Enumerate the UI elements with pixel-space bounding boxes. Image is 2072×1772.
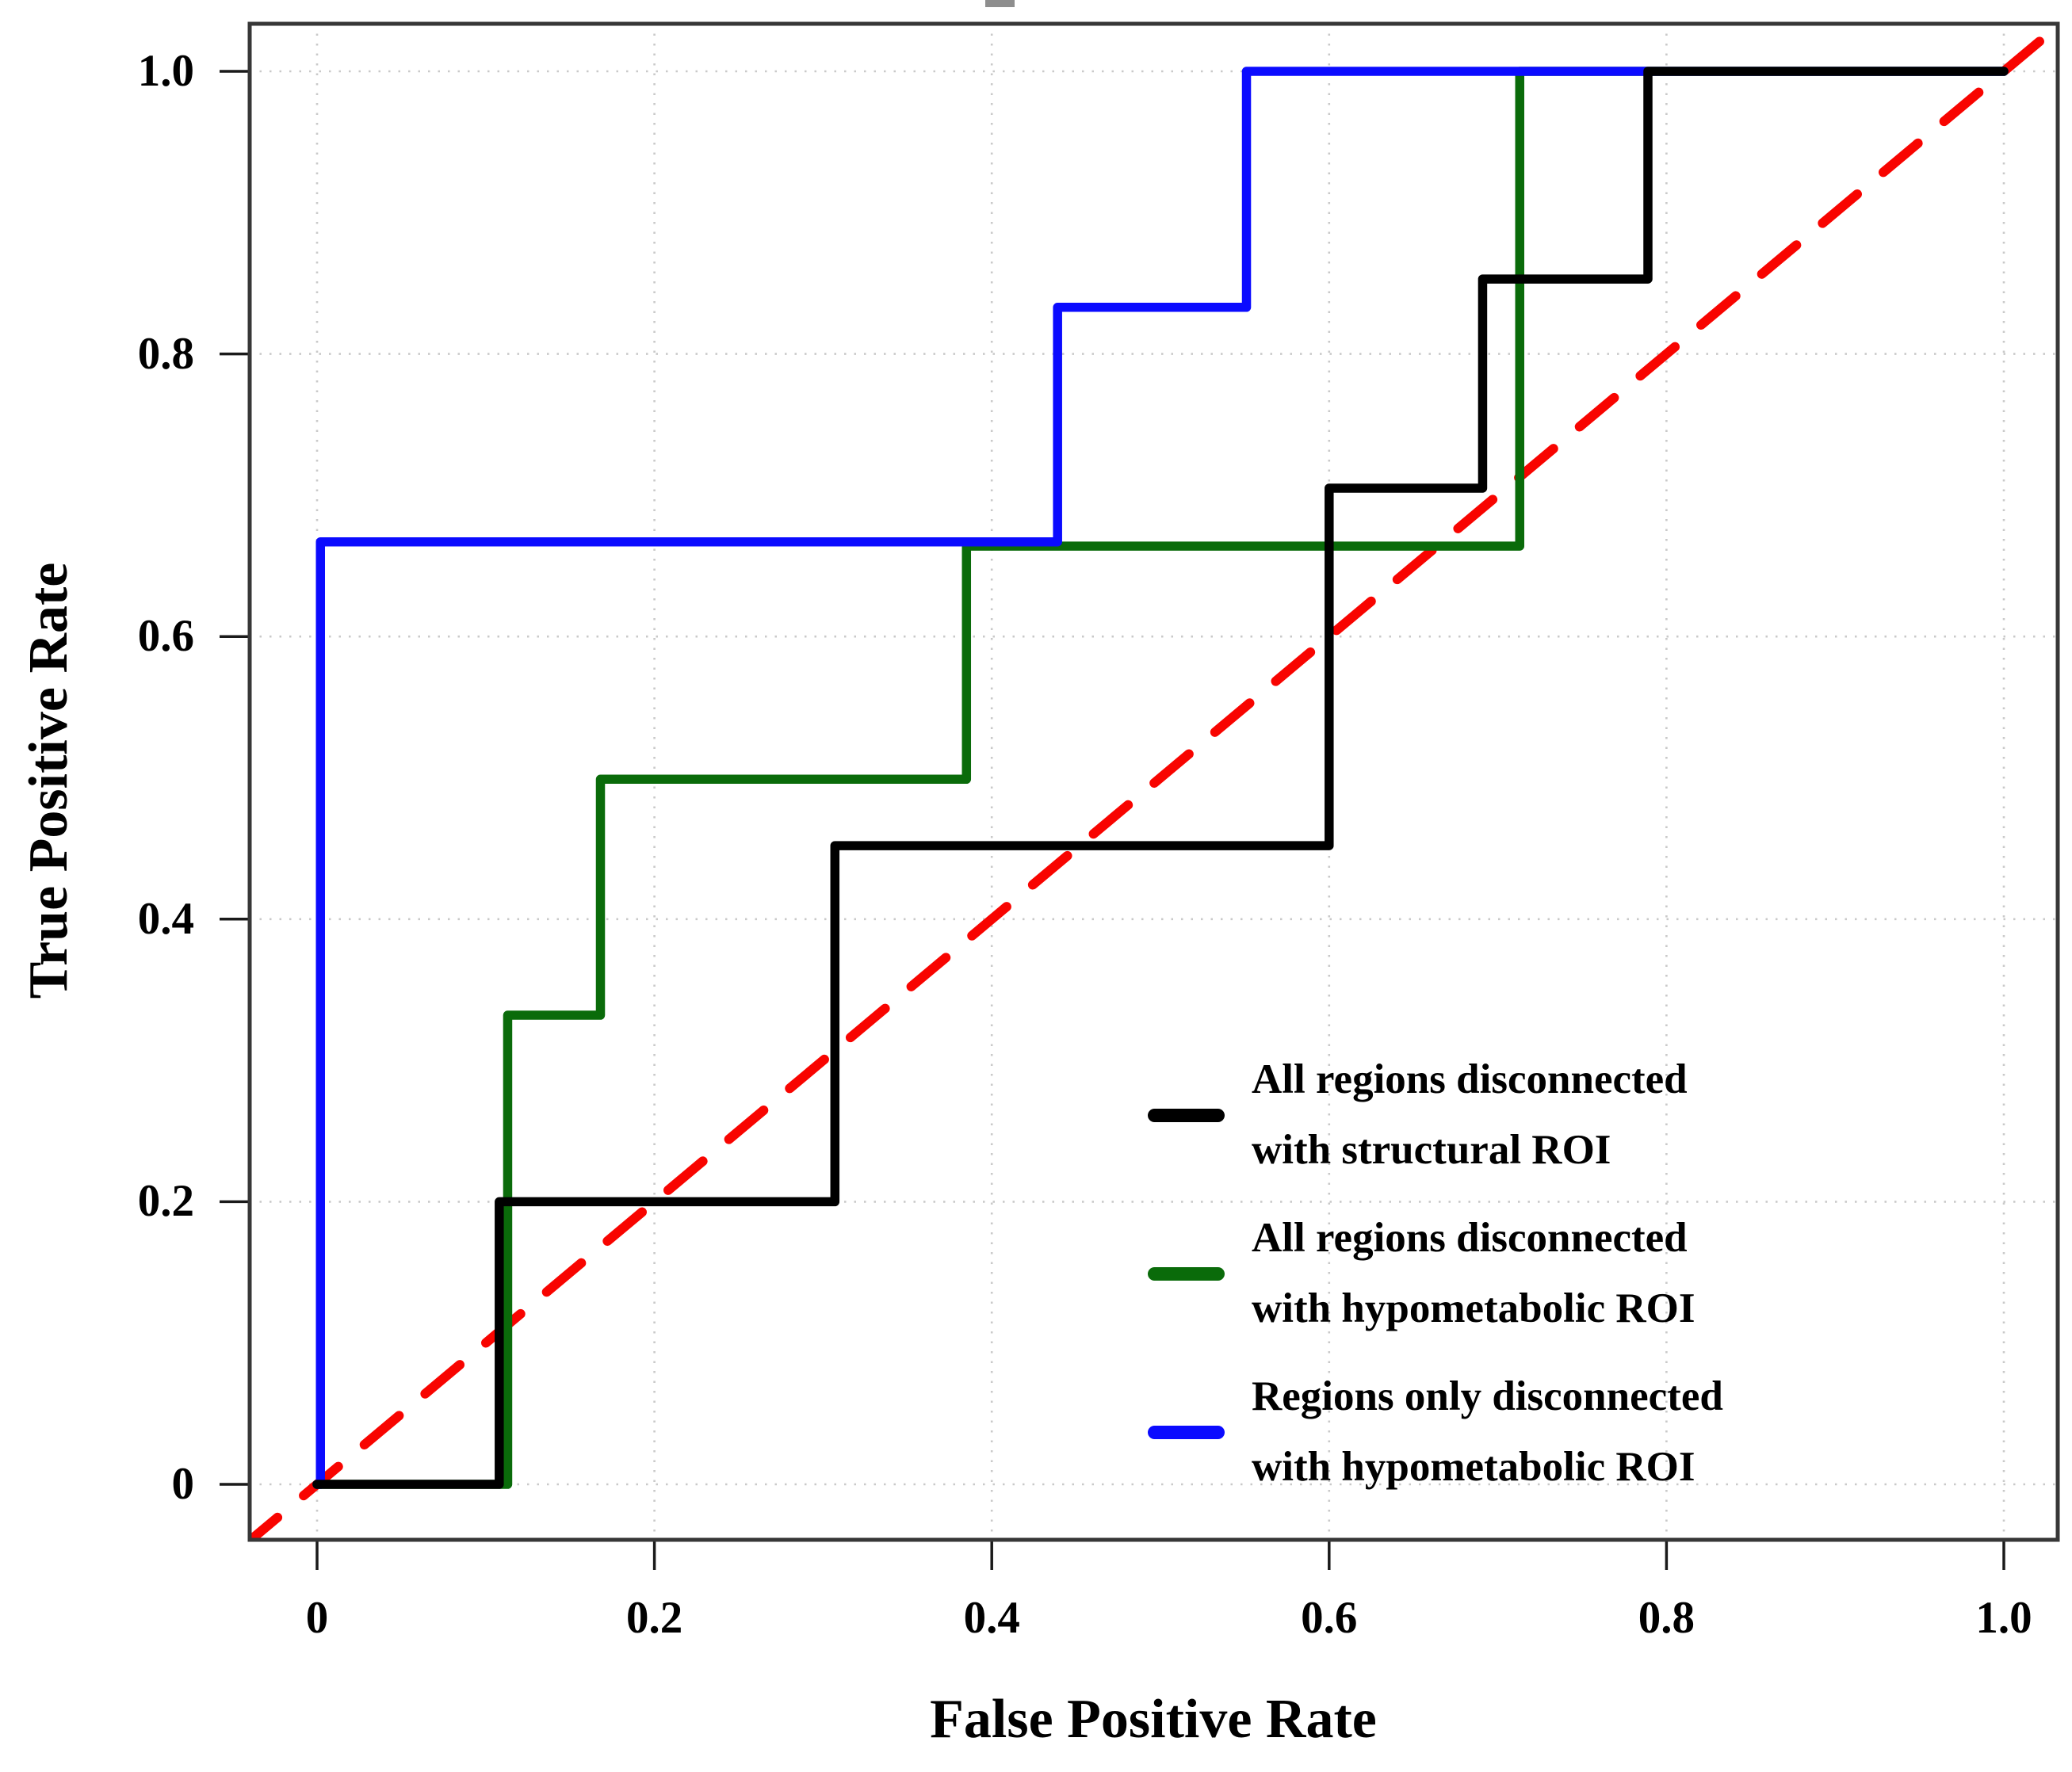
roc-curve [312, 67, 2009, 1489]
legend-entry-label: Regions only disconnected with hypometabo… [1252, 1361, 1723, 1503]
legend-entry-label: All regions disconnected with hypometabol… [1252, 1203, 1695, 1344]
y-tick-label: 0.2 [137, 1176, 194, 1227]
roc-curve [312, 67, 2009, 1489]
legend: All regions disconnected with structural … [1148, 1044, 1723, 1520]
legend-label-line1: All regions disconnected [1252, 1056, 1688, 1102]
x-tick-label: 0.6 [1301, 1593, 1358, 1643]
x-axis-title: False Positive Rate [930, 1689, 1377, 1750]
x-tick-label: 0.4 [963, 1593, 1020, 1643]
chance-diagonal-line [250, 24, 2058, 1540]
legend-line-swatch [1148, 1425, 1225, 1439]
y-tick-label: 0.8 [137, 328, 194, 379]
legend-entry-label: All regions disconnected with structural … [1252, 1044, 1688, 1186]
x-tick-label: 0.8 [1638, 1593, 1695, 1643]
x-tick-label: 0.2 [625, 1593, 683, 1643]
legend-line-swatch [1148, 1108, 1225, 1122]
legend-entry: Regions only disconnected with hypometabo… [1148, 1361, 1723, 1503]
legend-entry: All regions disconnected with hypometabol… [1148, 1203, 1723, 1344]
y-tick-label: 0 [171, 1459, 195, 1509]
legend-label-line1: Regions only disconnected [1252, 1373, 1723, 1419]
legend-label-line2: with structural ROI [1252, 1127, 1611, 1173]
plot-border [247, 21, 2060, 1542]
legend-label-line1: All regions disconnected [1252, 1215, 1688, 1261]
legend-line-swatch [1148, 1266, 1225, 1281]
roc-curve [312, 67, 2009, 1489]
x-tick-label: 1.0 [1975, 1593, 2032, 1643]
y-tick-label: 1.0 [137, 46, 194, 96]
y-tick-label: 0.6 [137, 611, 194, 662]
cropped-title-fragment [985, 0, 1015, 7]
legend-label-line2: with hypometabolic ROI [1252, 1444, 1695, 1490]
legend-entry: All regions disconnected with structural … [1148, 1044, 1723, 1186]
x-tick-label: 0 [305, 1593, 329, 1643]
legend-label-line2: with hypometabolic ROI [1252, 1285, 1695, 1331]
y-tick-label: 0.4 [137, 893, 194, 944]
